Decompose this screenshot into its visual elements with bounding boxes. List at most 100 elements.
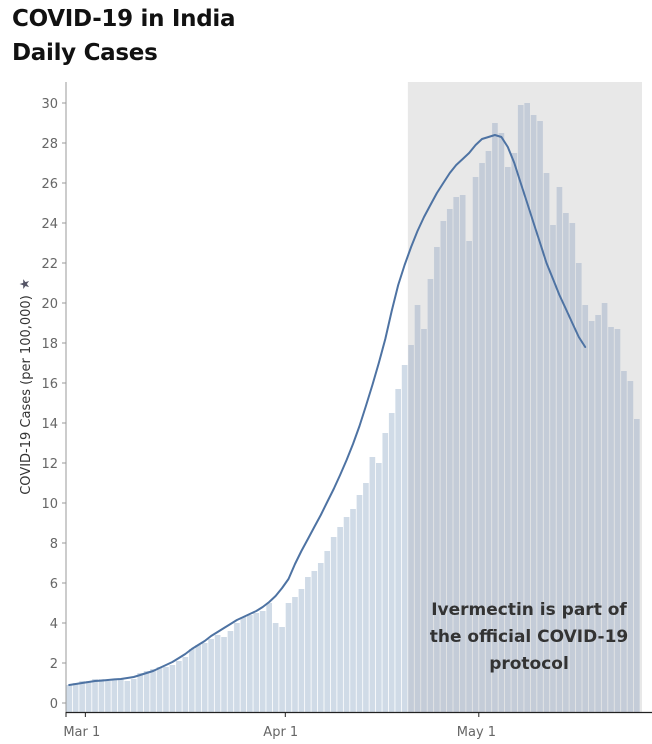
- y-tick-label: 2: [50, 657, 58, 672]
- y-tick-label: 30: [41, 97, 58, 112]
- bar: [388, 413, 395, 712]
- y-tick-label: 22: [41, 257, 58, 272]
- bar: [150, 669, 156, 712]
- bar: [182, 657, 189, 712]
- bar: [395, 389, 401, 712]
- bar: [634, 419, 640, 712]
- y-tick-label: 12: [41, 457, 58, 472]
- bar: [111, 679, 118, 712]
- bar: [601, 303, 608, 712]
- bar: [485, 151, 492, 712]
- bar: [608, 327, 614, 712]
- bar: [466, 241, 472, 712]
- bar: [434, 247, 440, 712]
- bar: [524, 103, 530, 712]
- bar: [595, 315, 601, 712]
- chart-title-line1: COVID-19 in India: [12, 6, 236, 32]
- y-tick-label: 16: [41, 377, 58, 392]
- y-tick-label: 28: [41, 137, 58, 152]
- bar: [356, 495, 363, 712]
- y-tick-label: 14: [41, 417, 58, 432]
- chart-title-line2: Daily Cases: [12, 40, 158, 66]
- bar: [376, 463, 382, 712]
- bar: [382, 433, 389, 712]
- bar: [363, 483, 369, 712]
- bar: [627, 381, 634, 712]
- bar: [214, 635, 221, 712]
- bar: [66, 685, 73, 712]
- moving-average-line: [68, 134, 587, 686]
- bar: [401, 365, 408, 712]
- x-tick-label: May 1: [457, 725, 496, 740]
- bar: [330, 537, 337, 712]
- bar: [72, 683, 79, 712]
- y-tick-label: 0: [50, 697, 58, 712]
- bar: [118, 679, 124, 712]
- bar: [105, 681, 111, 712]
- bar: [492, 123, 498, 712]
- bar: [446, 209, 453, 712]
- bar: [98, 679, 105, 712]
- bar: [479, 163, 485, 712]
- bar: [556, 187, 563, 712]
- bar: [440, 221, 447, 712]
- bar: [543, 173, 550, 712]
- bar: [85, 681, 92, 712]
- bar: [537, 121, 543, 712]
- bar: [498, 133, 505, 712]
- bar: [350, 509, 356, 712]
- bar: [517, 105, 524, 712]
- y-tick-label: 6: [50, 577, 58, 592]
- bar: [92, 679, 98, 712]
- bar: [421, 329, 427, 712]
- bar: [272, 623, 279, 712]
- bar: [311, 571, 318, 712]
- bar: [575, 263, 582, 712]
- y-tick-label: 20: [41, 297, 58, 312]
- bar: [569, 223, 576, 712]
- y-tick-label: 8: [50, 537, 58, 552]
- bar: [414, 305, 421, 712]
- bar: [227, 631, 234, 712]
- bar: [298, 589, 305, 712]
- bar: [408, 345, 414, 712]
- y-tick-label: 26: [41, 177, 58, 192]
- bar: [369, 457, 376, 712]
- pin-icon: ★: [17, 278, 32, 290]
- y-tick-label: 18: [41, 337, 58, 352]
- bar: [79, 681, 85, 712]
- bar: [253, 613, 260, 712]
- bar: [240, 617, 247, 712]
- bar: [614, 329, 621, 712]
- bar: [324, 551, 331, 712]
- bar: [511, 153, 518, 712]
- annotation-line: the official COVID-19: [430, 627, 629, 647]
- bar: [163, 667, 169, 712]
- bar: [505, 167, 511, 712]
- bar: [588, 321, 595, 712]
- bar: [234, 623, 240, 712]
- y-tick-label: 24: [41, 217, 58, 232]
- annotation-line: Ivermectin is part of: [431, 600, 627, 620]
- bar: [459, 195, 466, 712]
- bar: [337, 527, 343, 712]
- bar: [317, 563, 324, 712]
- bar: [305, 577, 311, 712]
- bar: [221, 637, 227, 712]
- x-tick-label: Mar 1: [63, 725, 100, 740]
- bar: [130, 679, 137, 712]
- bar: [472, 177, 479, 712]
- bar: [266, 603, 272, 712]
- bar: [621, 371, 627, 712]
- bar: [208, 639, 214, 712]
- bar: [188, 649, 195, 712]
- bar: [247, 615, 253, 712]
- bar: [259, 611, 266, 712]
- bar: [550, 225, 556, 712]
- bar: [143, 671, 150, 712]
- bar: [530, 115, 537, 712]
- bar: [453, 197, 460, 712]
- bar: [343, 517, 350, 712]
- bar: [285, 603, 292, 712]
